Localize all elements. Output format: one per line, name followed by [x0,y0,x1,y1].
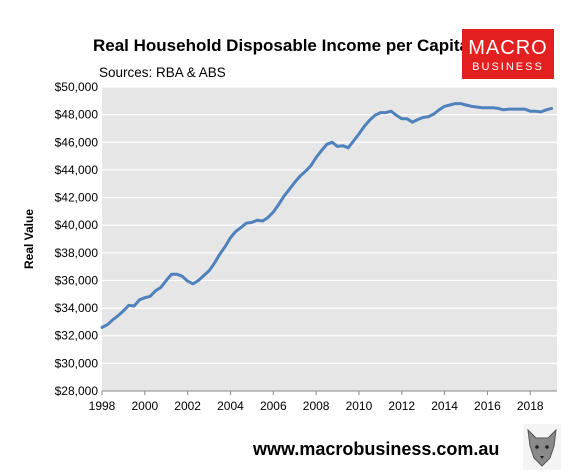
y-tick-label: $48,000 [55,108,99,122]
grid-lines [102,86,557,364]
y-tick-label: $28,000 [55,384,99,398]
y-tick-label: $32,000 [55,329,99,343]
logo-text-top: MACRO [468,37,547,59]
x-tick-label: 2016 [474,399,501,413]
x-tick-label: 2000 [131,399,158,413]
y-tick-label: $50,000 [55,80,99,94]
y-axis-ticks: $28,000 $30,000 $32,000 $34,000 $36,000 $38,0… [55,80,99,398]
chart-subtitle: Sources: RBA & ABS [99,65,226,80]
x-tick-label: 2002 [174,399,201,413]
x-tick-label: 2012 [388,399,415,413]
y-tick-label: $38,000 [55,246,99,260]
x-tick-label: 2008 [303,399,330,413]
logo-text-bottom: BUSINESS [472,61,544,73]
x-tick-label: 2004 [217,399,244,413]
series-group [100,102,554,329]
y-tick-label: $42,000 [55,191,99,205]
x-tick-label: 2010 [346,399,373,413]
x-tick-label: 2018 [517,399,544,413]
x-tick-label: 1998 [89,399,116,413]
wolf-icon [523,424,561,470]
series-line [100,102,554,329]
logo-background [462,29,554,79]
y-tick-label: $46,000 [55,135,99,149]
x-tick-label: 2006 [260,399,287,413]
y-tick-label: $44,000 [55,163,99,177]
y-tick-label: $40,000 [55,218,99,232]
y-tick-label: $30,000 [55,356,99,370]
chart-title: Real Household Disposable Income per Cap… [93,36,470,55]
plot-area [102,87,557,391]
macrobusiness-logo: MACRO BUSINESS [462,29,554,79]
y-tick-label: $34,000 [55,301,99,315]
watermark-url: www.macrobusiness.com.au [252,439,499,459]
y-axis-label: Real Value [22,209,36,269]
y-tick-label: $36,000 [55,273,99,287]
x-tick-label: 2014 [431,399,458,413]
x-axis-ticks: 1998 2000 2002 2004 2006 2008 2010 2012 2014 2016… [89,391,544,413]
